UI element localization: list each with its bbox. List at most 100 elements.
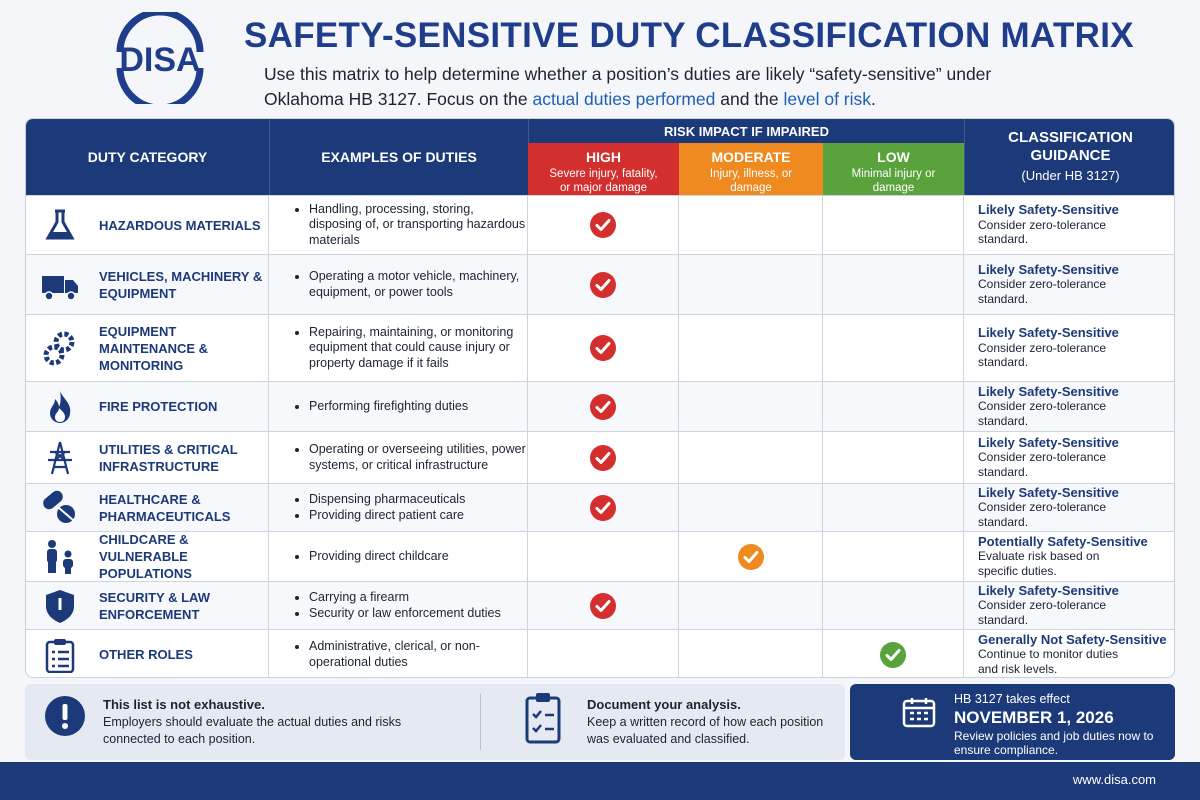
risk-check [590,271,616,298]
intro-text: Use this matrix to help determine whethe… [264,64,992,109]
guidance-note: Consider zero-tolerance standard. [978,399,1107,428]
guidance-cell: Likely Safety-Sensitive Consider zero-tol… [964,255,1174,314]
clipboard-icon [525,693,561,744]
category-label: VEHICLES, MACHINERY & EQUIPMENT [99,268,263,301]
effective-lead: HB 3127 takes effect [954,692,1070,706]
note: This list is not exhaustive. Employers sh… [103,696,413,748]
table-row: VEHICLES, MACHINERY & EQUIPMENT Operating… [26,254,1174,314]
risk-cell [528,315,679,381]
examples-list: Performing firefighting duties [291,399,468,415]
examples-cell: Handling, processing, storing, disposing… [269,196,528,254]
header-examples: EXAMPLES OF DUTIES [269,119,528,195]
risk-check [590,494,616,521]
risk-level-label: HIGH [586,149,621,165]
examples-list: Carrying a firearmSecurity or law enforc… [291,590,501,621]
guidance-label: Potentially Safety-Sensitive [978,533,1148,549]
category-icon [48,441,72,474]
risk-cell [528,582,679,629]
note: Document your analysis. Keep a written re… [587,696,837,748]
category-cell: HEALTHCARE & PHARMACEUTICALS [26,484,269,531]
category-label: SECURITY & LAW ENFORCEMENT [99,589,210,622]
guidance-label: Likely Safety-Sensitive [978,434,1119,450]
category-label: EQUIPMENT MAINTENANCE & MONITORING [99,323,209,373]
risk-cell [679,630,823,677]
example: Repairing, maintaining, or monitoring eq… [309,325,527,372]
risk-level-desc: Severe injury, fatality, or major damage [549,168,658,194]
guidance-label: Likely Safety-Sensitive [978,202,1119,218]
risk-cell [823,315,964,381]
guidance-cell: Likely Safety-Sensitive Consider zero-tol… [964,432,1174,483]
examples-list: Operating or overseeing utilities, power… [291,442,527,473]
intro-highlight: level of risk [783,89,872,109]
table-row: SECURITY & LAW ENFORCEMENT Carrying a fir… [26,581,1174,629]
risk-cell [528,196,679,254]
intro: Use this matrix to help determine whethe… [264,62,1024,112]
guidance-cell: Likely Safety-Sensitive Consider zero-tol… [964,484,1174,531]
risk-cell [528,532,679,581]
table-row: EQUIPMENT MAINTENANCE & MONITORING Repair… [26,314,1174,381]
guidance-note: Consider zero-tolerance standard. [978,217,1107,247]
guidance-label: Generally Not Safety-Sensitive [978,631,1167,647]
guidance-cell: Likely Safety-Sensitive Consider zero-tol… [964,582,1174,629]
guidance-sub: (Under HB 3127) [1021,168,1120,183]
risk-check [737,543,764,570]
risk-cell [528,630,679,677]
example: Performing firefighting duties [309,399,468,415]
category-cell: VEHICLES, MACHINERY & EQUIPMENT [26,255,269,314]
example: Carrying a firearm [309,590,501,606]
risk-cell [823,532,964,581]
note-text: Keep a written record of how each positi… [587,715,824,746]
risk-check [590,212,616,238]
url: www.disa.com [1072,772,1156,787]
guidance-cell: Generally Not Safety-Sensitive Continue t… [964,630,1174,677]
category-label: UTILITIES & CRITICAL INFRASTRUCTURE [99,441,238,474]
header-category: DUTY CATEGORY [26,119,269,195]
category-icon [46,589,74,623]
risk-level-label: LOW [877,149,910,165]
example: Administrative, clerical, or non-operati… [309,639,527,670]
category-icon [43,490,75,523]
alert-icon [45,696,85,736]
table-row: HEALTHCARE & PHARMACEUTICALS Dispensing p… [26,483,1174,531]
risk-cell [679,532,823,581]
risk-level-header: LOW Minimal injury or damage [823,143,964,195]
risk-level-header: MODERATE Injury, illness, or damage [679,143,823,195]
examples-cell: Performing firefighting duties [269,382,528,431]
divider [480,694,481,750]
logo: DISA [116,12,204,104]
examples-list: Operating a motor vehicle, machinery, eq… [291,269,527,300]
category-label: CHILDCARE & VULNERABLE POPULATIONS [99,532,192,581]
guidance-label: Likely Safety-Sensitive [978,484,1119,500]
risk-cell [528,255,679,314]
category-icon [45,638,75,673]
example: Providing direct childcare [309,549,449,565]
example: Operating or overseeing utilities, power… [309,442,527,473]
category-cell: CHILDCARE & VULNERABLE POPULATIONS [26,532,269,581]
risk-cell [679,196,823,254]
category-label: FIRE PROTECTION [99,399,218,414]
category-icon [43,331,75,366]
table-row: OTHER ROLES Administrative, clerical, or … [26,629,1174,677]
guidance-note: Consider zero-tolerance standard. [978,500,1107,529]
risk-cell [823,484,964,531]
guidance-note: Continue to monitor duties and risk leve… [978,647,1119,676]
risk-level-desc: Minimal injury or damage [851,168,936,194]
intro-text: . [871,89,876,109]
table-row: CHILDCARE & VULNERABLE POPULATIONS Provid… [26,531,1174,581]
guidance-note: Consider zero-tolerance standard. [978,450,1107,479]
table-row: HAZARDOUS MATERIALS Handling, processing,… [26,195,1174,254]
note-title: This list is not exhaustive. [103,697,265,712]
examples-cell: Providing direct childcare [269,532,528,581]
category-cell: HAZARDOUS MATERIALS [26,196,269,254]
examples-cell: Dispensing pharmaceuticalsProviding dire… [269,484,528,531]
guidance-label: Likely Safety-Sensitive [978,383,1119,399]
risk-check [590,444,616,471]
risk-cell [823,255,964,314]
header-risk: RISK IMPACT IF IMPAIRED [528,119,964,143]
effective-date: NOVEMBER 1, 2026 [954,708,1114,727]
category-cell: OTHER ROLES [26,630,269,677]
examples-cell: Operating a motor vehicle, machinery, eq… [269,255,528,314]
logo-text: DISA [119,41,200,79]
